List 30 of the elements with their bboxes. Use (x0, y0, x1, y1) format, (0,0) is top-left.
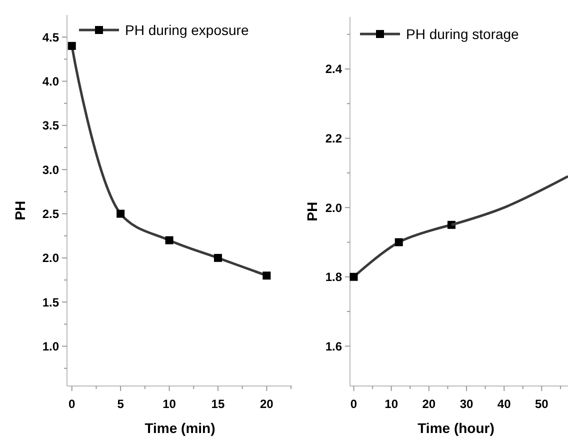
y-tick-label: 1.5 (42, 295, 60, 310)
y-tick-label: 2.4 (325, 62, 342, 76)
y-tick-label: 3.0 (42, 162, 60, 177)
x-tick-label: 20 (260, 397, 274, 411)
x-tick-label: 30 (460, 397, 474, 411)
legend-label: PH during storage (406, 26, 520, 42)
x-tick-label: 10 (162, 397, 176, 411)
x-axis-title: Time (min) (144, 420, 216, 436)
y-tick-label: 4.0 (42, 74, 60, 88)
x-tick-label: 50 (535, 397, 549, 411)
x-tick-label: 40 (497, 397, 512, 411)
y-tick-label: 2.2 (325, 131, 342, 146)
y-tick-label: 3.5 (42, 118, 60, 133)
y-axis-title: PH (304, 202, 320, 222)
x-tick-label: 15 (211, 397, 225, 411)
y-tick-label: 1.6 (325, 339, 342, 354)
y-tick-label: 4.5 (42, 30, 60, 44)
y-tick-label: 1.8 (325, 270, 342, 284)
y-tick-label: 2.0 (325, 200, 342, 215)
x-axis-title: Time (hour) (418, 420, 494, 436)
y-axis-title: PH (12, 200, 28, 220)
y-tick-label: 1.0 (42, 339, 60, 354)
y-tick-label: 2.0 (42, 251, 60, 266)
x-tick-label: 0 (68, 397, 76, 411)
x-tick-label: 10 (384, 397, 398, 411)
legend-label: PH during exposure (125, 22, 249, 38)
x-tick-label: 20 (422, 397, 436, 411)
y-tick-label: 2.5 (42, 206, 60, 221)
x-tick-label: 0 (350, 397, 358, 411)
x-tick-label: 5 (117, 397, 124, 411)
